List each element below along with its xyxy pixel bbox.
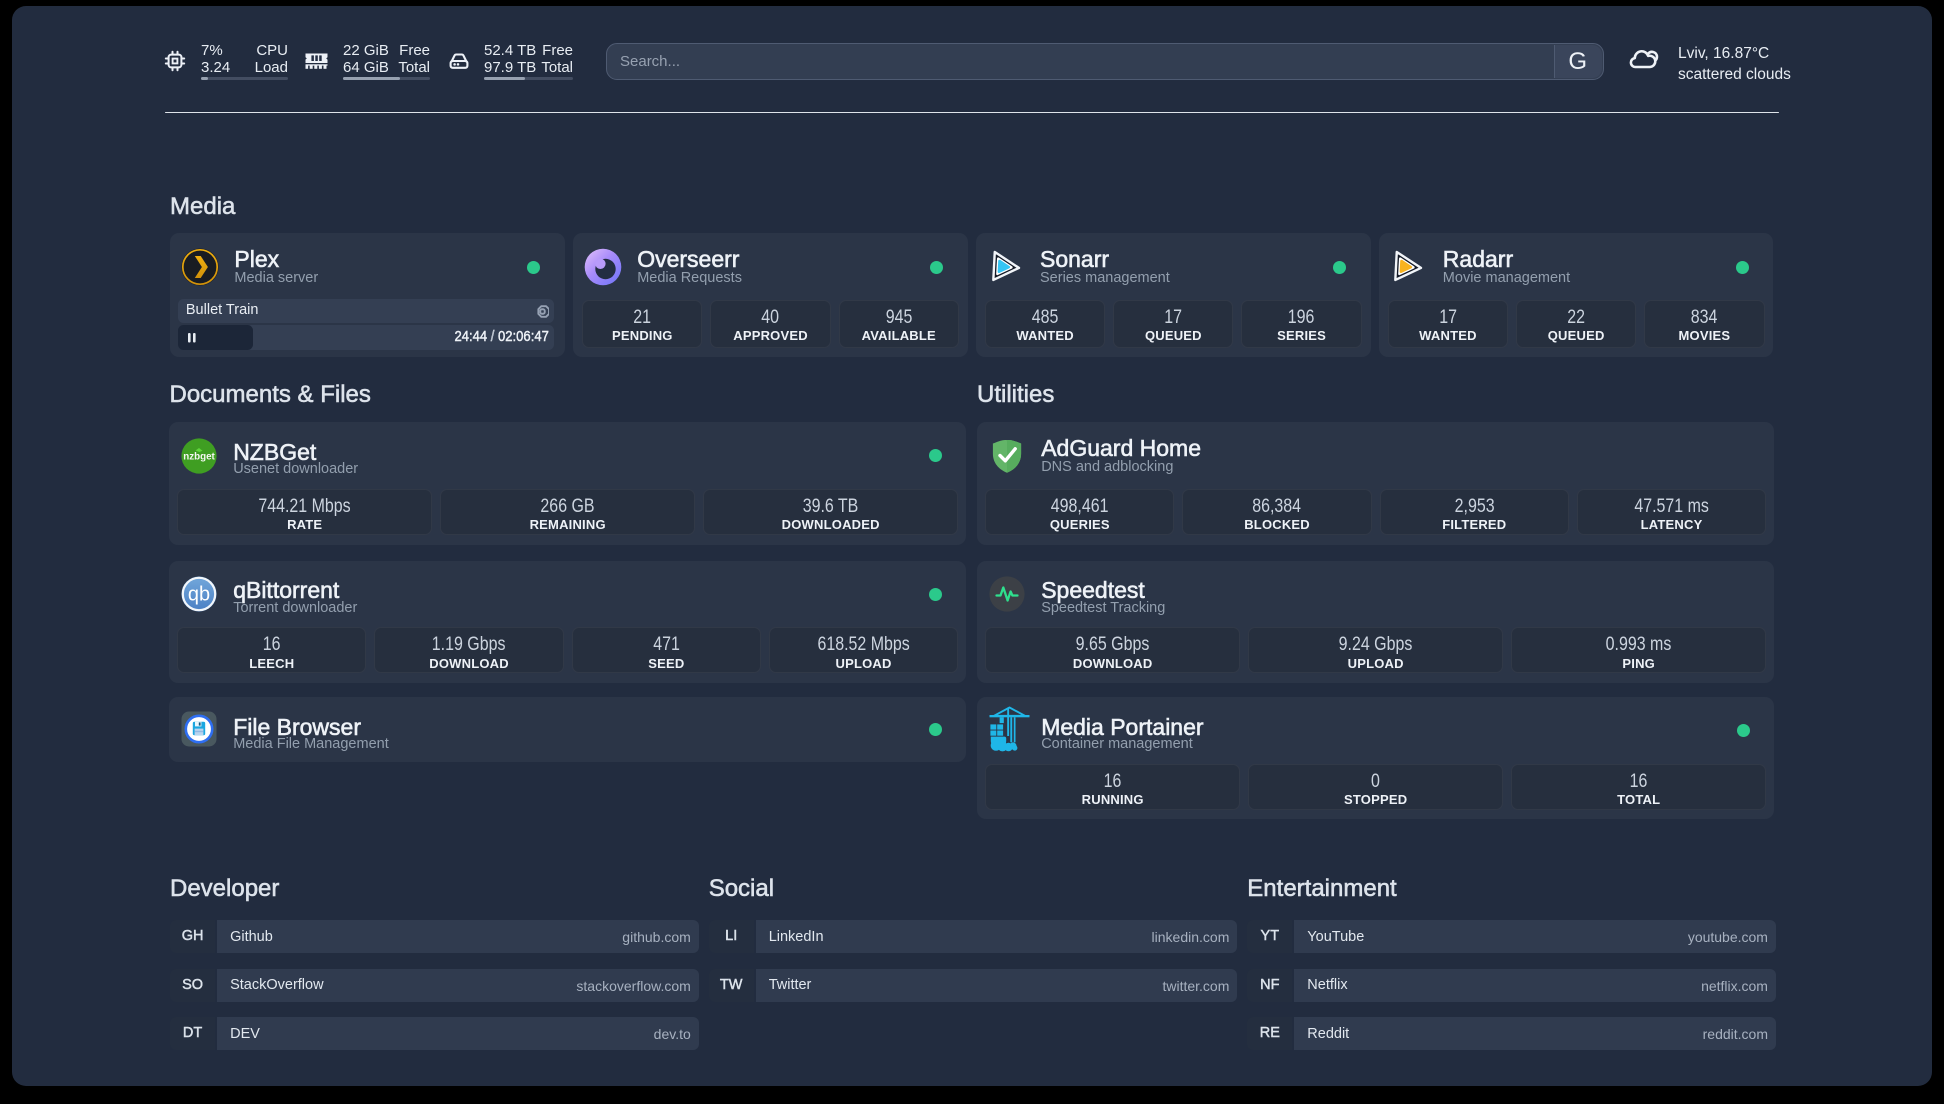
svg-text:qb: qb bbox=[188, 584, 210, 606]
svg-text:nzbget: nzbget bbox=[183, 451, 215, 462]
